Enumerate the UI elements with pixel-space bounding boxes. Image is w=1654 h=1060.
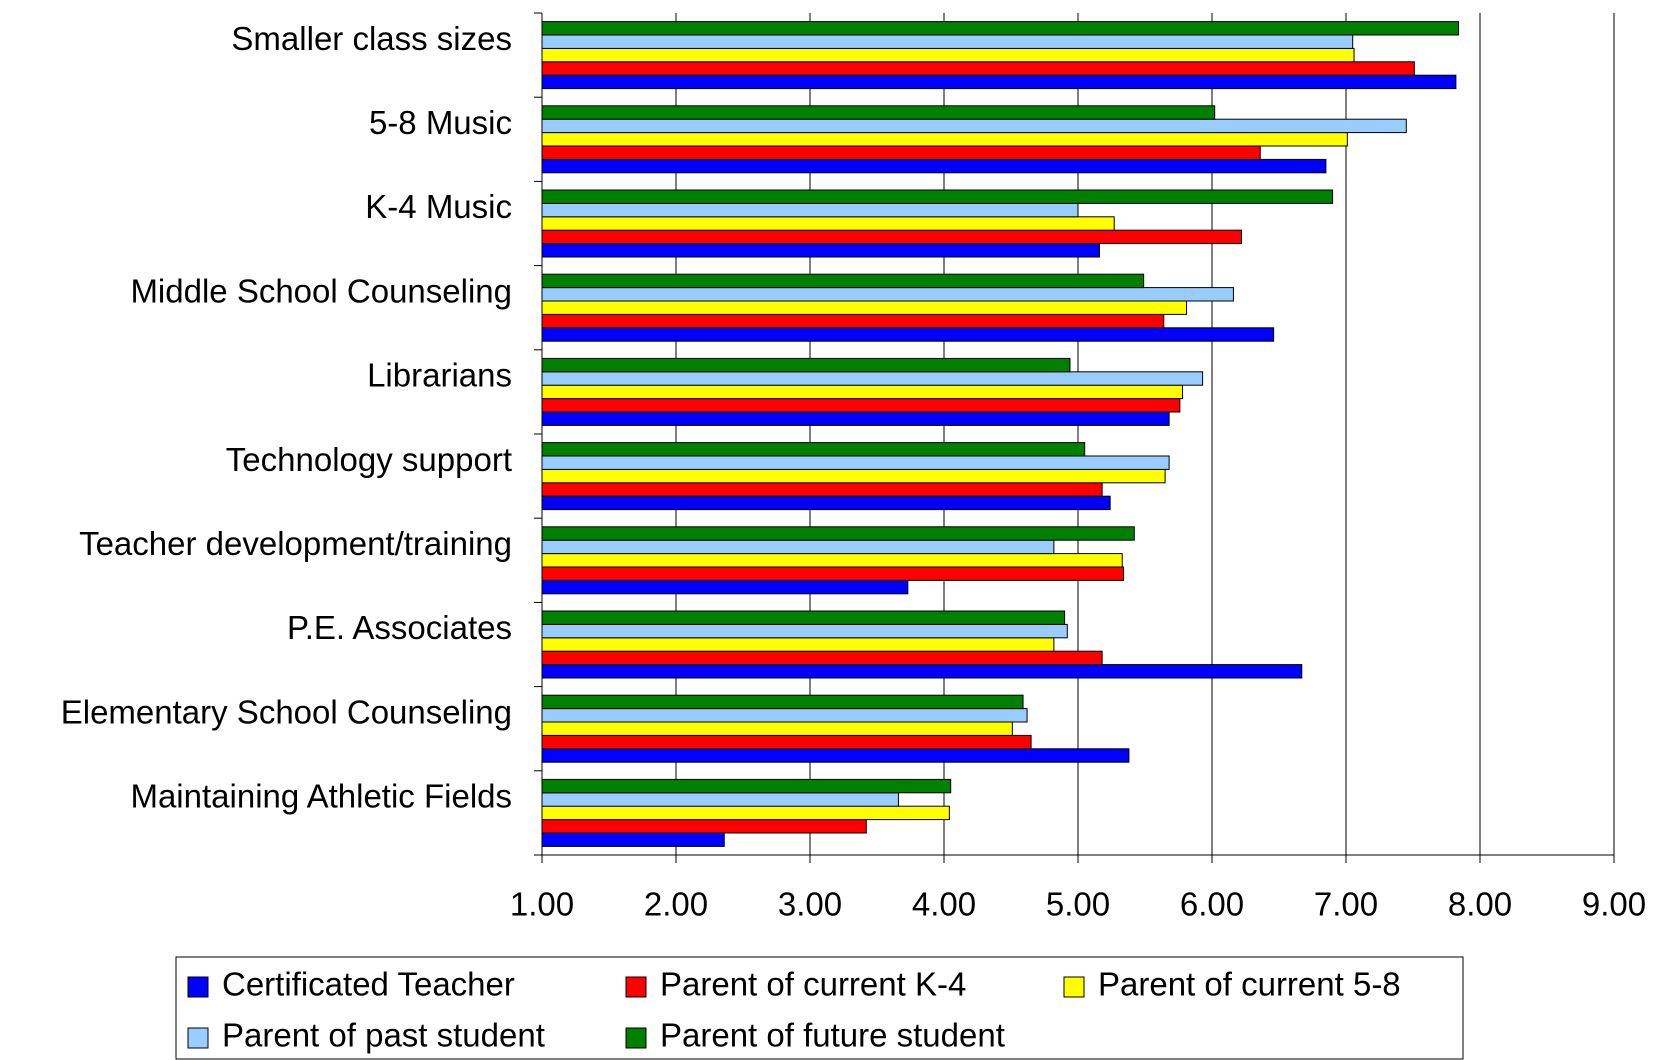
y-tick-label: K-4 Music: [365, 188, 512, 225]
bar: [541, 579, 909, 595]
y-tick-label: 5-8 Music: [369, 104, 512, 141]
x-tick-label: 1.00: [510, 886, 574, 923]
legend-swatch: [1063, 976, 1085, 998]
bar: [541, 664, 1303, 679]
bar: [541, 34, 1354, 49]
y-tick-label: Technology support: [226, 441, 512, 478]
x-tick-label: 3.00: [778, 886, 842, 923]
bar: [541, 132, 1348, 147]
x-tick-label: 5.00: [1046, 886, 1110, 923]
bar: [541, 243, 1100, 258]
bar: [541, 832, 725, 847]
bar: [541, 792, 899, 807]
bar: [541, 105, 1216, 120]
legend-label: Parent of current K-4: [660, 966, 966, 1003]
bar: [541, 158, 1327, 174]
bar: [541, 637, 1055, 652]
bar: [541, 398, 1181, 413]
bar: [541, 748, 1130, 763]
bar: [541, 442, 1086, 457]
x-tick-label: 7.00: [1314, 886, 1378, 923]
bar: [541, 805, 950, 821]
legend-label: Parent of future student: [660, 1017, 1005, 1054]
bar: [541, 300, 1188, 315]
bar: [541, 495, 1111, 511]
bar: [541, 482, 1103, 497]
bar: [541, 384, 1184, 400]
bar: [541, 468, 1166, 484]
bar: [541, 21, 1460, 36]
bar: [541, 313, 1165, 329]
bar: [541, 357, 1071, 373]
bar: [541, 721, 1013, 736]
bar: [541, 650, 1103, 666]
legend-box: [175, 956, 1464, 1060]
x-tick-label: 8.00: [1448, 886, 1512, 923]
legend-swatch: [187, 976, 209, 998]
bar: [541, 819, 867, 834]
legend-label: Parent of current 5-8: [1098, 966, 1401, 1003]
bar: [541, 610, 1066, 625]
bar: [541, 371, 1204, 386]
bar: [541, 553, 1123, 568]
bar: [541, 708, 1028, 723]
bar: [541, 216, 1115, 231]
bar: [541, 118, 1407, 134]
bar: [541, 61, 1415, 76]
bar: [541, 694, 1024, 710]
y-tick-label: Teacher development/training: [79, 525, 512, 562]
y-tick-label: Librarians: [367, 357, 512, 394]
bar: [541, 189, 1334, 204]
bar: [541, 229, 1242, 245]
x-tick-label: 9.00: [1582, 886, 1646, 923]
bar: [541, 526, 1135, 541]
bar: [541, 623, 1068, 639]
y-tick-label: Middle School Counseling: [130, 272, 512, 309]
bar: [541, 734, 1032, 750]
bar: [541, 287, 1234, 302]
y-tick-label: Smaller class sizes: [231, 20, 512, 57]
legend-swatch: [625, 1027, 647, 1049]
legend-label: Certificated Teacher: [222, 966, 515, 1003]
y-tick-label: P.E. Associates: [287, 609, 512, 646]
bar: [541, 411, 1170, 426]
bar: [541, 273, 1145, 289]
x-tick-label: 6.00: [1180, 886, 1244, 923]
bar: [541, 539, 1055, 555]
legend-swatch: [187, 1027, 209, 1049]
bar: [541, 778, 952, 794]
x-tick-label: 4.00: [912, 886, 976, 923]
legend-swatch: [625, 976, 647, 998]
y-tick-label: Elementary School Counseling: [61, 693, 512, 730]
bar: [541, 327, 1275, 342]
bar: [541, 74, 1457, 90]
bar: [541, 566, 1125, 581]
x-tick-label: 2.00: [644, 886, 708, 923]
legend-label: Parent of past student: [222, 1017, 545, 1054]
bar: [541, 455, 1170, 470]
bar: [541, 47, 1355, 63]
bar: [541, 145, 1261, 160]
y-tick-label: Maintaining Athletic Fields: [130, 778, 512, 815]
bar: [541, 202, 1079, 218]
